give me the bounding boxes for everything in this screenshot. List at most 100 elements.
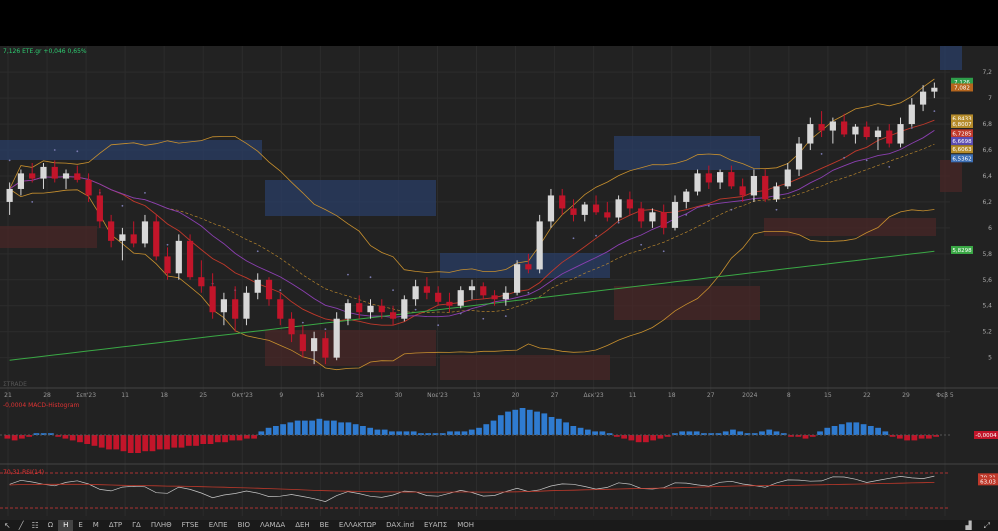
macd-bar: [135, 435, 141, 453]
sar-dot: [707, 204, 710, 207]
macd-bar: [563, 422, 569, 435]
macd-bar: [635, 435, 642, 443]
macd-bar: [142, 435, 149, 452]
price-badge: 6,8433: [951, 114, 973, 123]
sar-dot: [144, 191, 146, 194]
cursor-icon[interactable]: ↖: [4, 521, 11, 530]
sma-long-line: [9, 250, 935, 361]
candle-body: [265, 279, 273, 300]
macd-bar: [744, 433, 751, 435]
watermark: ΣTRADE: [3, 381, 27, 388]
symbol-tab[interactable]: ΒΕ: [319, 521, 329, 529]
candle-body: [412, 286, 419, 300]
macd-bar: [548, 417, 555, 435]
macd-bar: [802, 435, 809, 439]
price-zone: [265, 180, 436, 216]
candle-body: [626, 199, 633, 209]
candle-body: [40, 166, 47, 179]
symbol-tab[interactable]: ΕΛΛΑΚΤΩΡ: [338, 521, 377, 529]
symbol-tab[interactable]: ΕΥΑΠΣ: [424, 521, 448, 529]
symbol-tab[interactable]: ΠΛΗΘ: [150, 521, 172, 529]
macd-bar: [824, 427, 831, 435]
macd-bar: [207, 435, 214, 444]
macd-bar: [214, 435, 221, 443]
macd-bar: [628, 435, 635, 441]
macd-badge: -0,0004: [974, 431, 998, 439]
macd-bar: [889, 435, 896, 437]
symbol-tab[interactable]: ΔΤΡ: [108, 521, 123, 529]
price-zone: [265, 330, 436, 366]
candle-layer: [6, 82, 938, 365]
time-tick-label: 18: [668, 392, 676, 399]
macd-bar: [84, 435, 91, 444]
symbol-tab[interactable]: ΜΟΗ: [457, 521, 475, 529]
price-badge-bg: [951, 145, 973, 154]
macd-bar: [236, 435, 243, 441]
symbol-tab[interactable]: DAX.ind: [386, 521, 415, 529]
price-badge: 7,082: [951, 83, 973, 92]
candle-body: [74, 173, 81, 180]
macd-bar: [643, 435, 649, 443]
macd-bar: [519, 408, 526, 435]
price-badge-text: 7,082: [954, 85, 970, 91]
candle-body: [638, 208, 645, 222]
macd-bar: [497, 415, 504, 435]
symbol-tab[interactable]: Ω: [47, 521, 54, 529]
price-badge-bg: [951, 83, 973, 92]
sar-dot: [459, 312, 462, 315]
candle-body: [141, 221, 149, 244]
candle-body: [62, 173, 70, 179]
chart-area[interactable]: -0,0004 70,3163,03 21 28 Σεπ'23 11 18 25 Οκτ'2…: [0, 46, 998, 520]
symbol-tab[interactable]: ΓΔ: [132, 521, 141, 529]
symbol-tab[interactable]: ΒΙΟ: [237, 521, 250, 529]
sar-dot: [392, 289, 394, 292]
price-badge: 7,126: [951, 77, 973, 86]
chart-svg[interactable]: -0,0004 70,3163,03 21 28 Σεπ'23 11 18 25 Οκτ'2…: [0, 46, 998, 520]
macd-bar: [933, 435, 939, 437]
candle-body: [243, 292, 250, 319]
sar-dot: [572, 237, 575, 240]
symbol-tab[interactable]: ΕΛΠΕ: [208, 521, 228, 529]
macd-bar: [193, 435, 199, 446]
overlay-layer: [8, 78, 936, 371]
price-badge: 6,6063: [951, 145, 973, 154]
macd-bar: [751, 433, 758, 435]
macd-bar: [483, 424, 490, 435]
candle-body: [209, 286, 216, 313]
grid-tool-icon[interactable]: ☷: [31, 521, 39, 530]
symbol-list: Ω H E M ΔΤΡ ΓΔ ΠΛΗΘ FTSE ΕΛΠΕ ΒΙΟ ΛΑΜΔΑ ΔΕΗ ΒΕ ΕΛΛΑΚΤ…: [43, 520, 479, 531]
macd-bar: [526, 409, 533, 435]
macd-bar: [737, 431, 744, 435]
price-badge-text: 6,5362: [952, 156, 971, 162]
macd-bar: [258, 431, 265, 435]
symbol-tab[interactable]: E: [78, 521, 83, 529]
price-zone: [0, 140, 262, 160]
macd-bar: [120, 435, 127, 452]
symbol-tab[interactable]: FTSE: [181, 521, 199, 529]
fullscreen-icon[interactable]: ⤢: [983, 521, 990, 530]
chart-type-icon[interactable]: ▟: [965, 521, 972, 530]
symbol-tab[interactable]: ΔΕΗ: [295, 521, 310, 529]
candle-body: [570, 208, 577, 215]
time-tick-label: 9: [279, 392, 283, 399]
sar-dot: [933, 110, 936, 112]
macd-bar: [309, 420, 315, 435]
line-tool-icon[interactable]: ╱: [18, 521, 24, 530]
symbol-tab[interactable]: H: [58, 520, 74, 531]
macd-bar: [650, 435, 657, 441]
macd-bar: [280, 424, 286, 435]
macd-bar: [759, 431, 765, 435]
price-badge-bg: [951, 129, 973, 138]
sar-dot: [730, 208, 733, 211]
candle-body: [615, 199, 622, 218]
bollinger-upper: [9, 78, 935, 273]
sar-dot: [369, 276, 372, 279]
rsi-line: [9, 475, 935, 502]
sar-dot: [595, 234, 597, 237]
macd-bar: [701, 433, 707, 435]
price-tick-label: 6: [988, 225, 992, 232]
macd-bar: [584, 429, 591, 435]
symbol-tab[interactable]: ΛΑΜΔΑ: [259, 521, 286, 529]
rsi-badge-text: 63,03: [980, 479, 996, 485]
symbol-tab[interactable]: M: [92, 521, 99, 529]
